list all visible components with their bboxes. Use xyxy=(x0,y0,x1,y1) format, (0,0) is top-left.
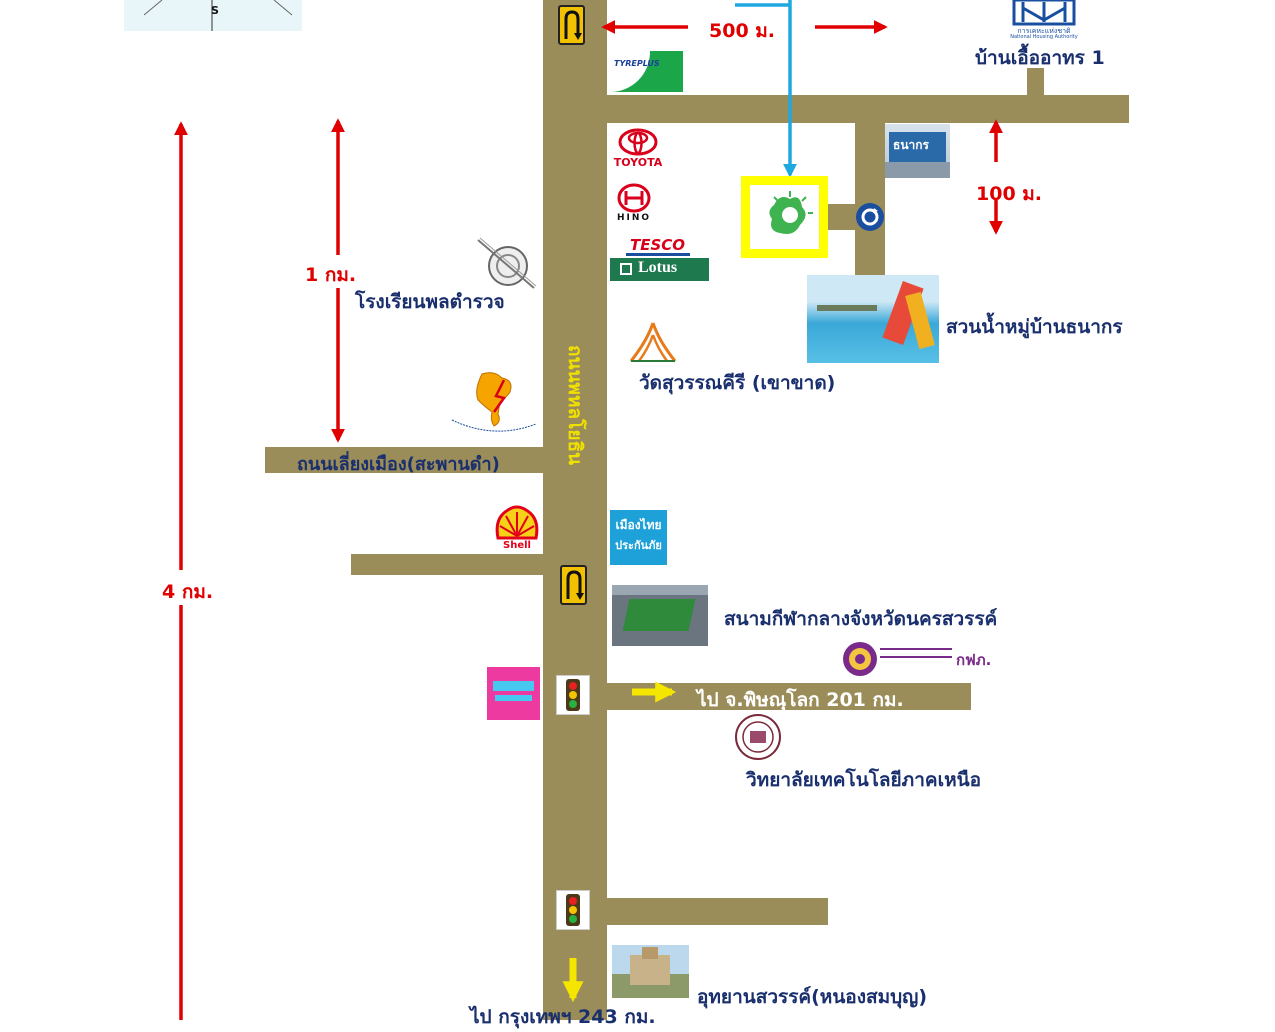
park-photo xyxy=(612,945,689,998)
police-school-emblem xyxy=(474,236,538,292)
roundabout-sign xyxy=(855,202,885,232)
distance-100m: 100 ม. xyxy=(976,183,1043,205)
u-turn-sign-2 xyxy=(560,565,587,605)
pea-logo: กฟภ. xyxy=(842,640,1000,678)
thailand-map-icon xyxy=(451,372,537,432)
traffic-light-1 xyxy=(556,675,590,715)
hino-logo: HINO xyxy=(612,183,662,225)
u-turn-sign xyxy=(558,5,585,45)
road-ring-west xyxy=(265,447,543,473)
college-emblem xyxy=(734,713,782,761)
tesco-lotus-logo: TESCO Lotus xyxy=(610,236,709,281)
muangthai-insurance-logo: เมืองไทย ประกันภัย xyxy=(610,510,667,565)
label-college: วิทยาลัยเทคโนโลยีภาคเหนือ xyxy=(746,769,981,791)
traffic-light-icon xyxy=(566,679,580,711)
label-park: อุทยานสวรรค์(หนองสมบุญ) xyxy=(697,986,928,1008)
road-west-2 xyxy=(351,554,543,575)
housing-icon xyxy=(1012,0,1076,26)
label-to-phitsanulok: ไป จ.พิษณุโลก 201 กม. xyxy=(697,689,904,711)
compass-rose: S xyxy=(124,0,302,31)
distance-500m: 500 ม. xyxy=(709,20,776,42)
road-branch-south xyxy=(855,123,885,275)
housing-authority-logo: การเคหะแห่งชาติ National Housing Authori… xyxy=(995,0,1093,42)
road-side-north xyxy=(1027,68,1044,98)
road-top-east xyxy=(607,95,1129,123)
thanakorn-building-photo: ธนากร xyxy=(885,124,950,178)
police-emblem-icon xyxy=(477,237,537,289)
waterpark-photo xyxy=(807,275,939,363)
traffic-light-2 xyxy=(556,890,590,930)
u-turn-icon xyxy=(564,10,582,40)
thailand-map-emblem xyxy=(448,370,540,438)
distance-1km: 1 กม. xyxy=(305,264,357,286)
lightbulb-icon xyxy=(769,191,813,234)
u-turn-icon xyxy=(566,570,584,600)
roundabout-icon xyxy=(856,203,884,231)
route-line xyxy=(735,0,790,175)
label-ring-road: ถนนเลี่ยงเมือง(สะพานดำ) xyxy=(297,454,500,475)
shell-logo: Shell xyxy=(494,504,540,552)
pea-emblem-icon xyxy=(843,642,877,676)
stadium-photo xyxy=(612,585,708,646)
label-police-school: โรงเรียนพลตำรวจ xyxy=(355,291,505,313)
label-stadium: สนามกีฬากลางจังหวัดนครสวรรค์ xyxy=(724,608,998,630)
label-housing: บ้านเอื้ออาทร 1 xyxy=(975,47,1105,69)
temple-icon xyxy=(627,321,679,365)
compass-icon xyxy=(143,0,293,31)
shell-icon xyxy=(495,505,539,540)
main-road xyxy=(543,0,607,1020)
label-to-bangkok: ไป กรุงเทพฯ 243 กม. xyxy=(470,1006,656,1028)
toyota-icon xyxy=(618,128,658,156)
tyreplus-logo: TYREPLUS xyxy=(610,51,683,92)
distance-4km: 4 กม. xyxy=(162,581,214,603)
road-east-bottom xyxy=(607,898,828,925)
temple-roof-icon xyxy=(629,322,677,362)
toyota-logo: TOYOTA xyxy=(608,128,668,170)
college-emblem-icon xyxy=(735,714,781,760)
destination-office-marker[interactable] xyxy=(741,176,828,258)
traffic-light-icon xyxy=(566,894,580,926)
label-temple: วัดสุวรรณคีรี (เขาขาด) xyxy=(639,372,836,394)
hino-icon xyxy=(617,183,651,213)
muangthai-life-logo xyxy=(487,667,540,720)
label-waterpark: สวนน้ำหมู่บ้านธนากร xyxy=(946,316,1123,338)
road-to-office xyxy=(825,204,857,230)
compass-s-label: S xyxy=(211,4,219,17)
